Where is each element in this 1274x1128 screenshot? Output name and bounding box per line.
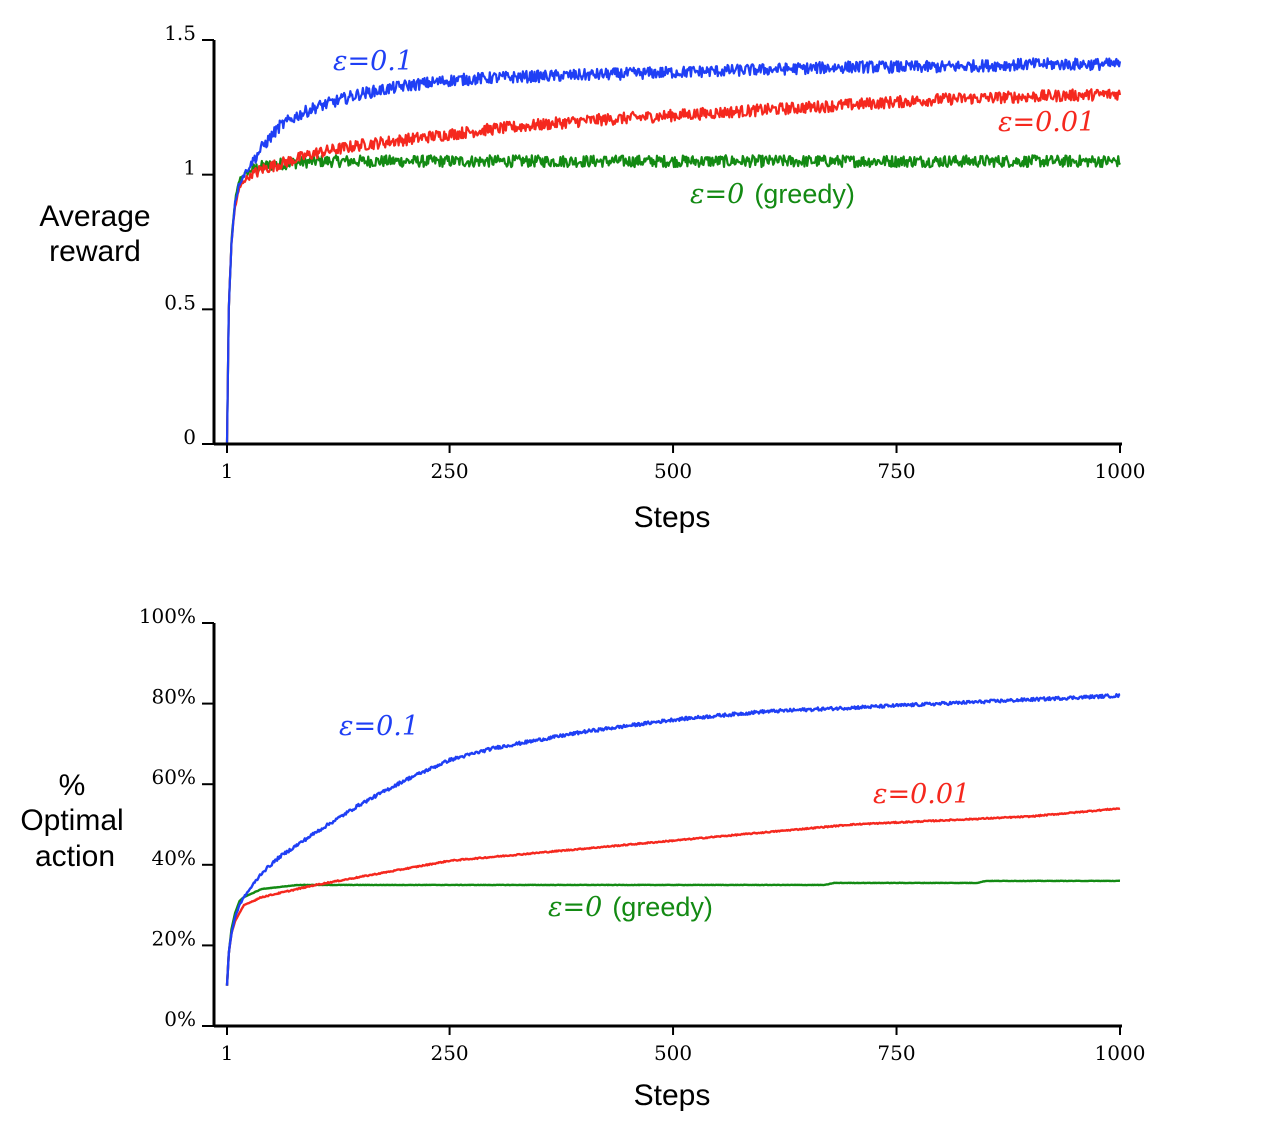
- optimal-label-greedy-value: =0: [563, 892, 603, 923]
- reward-x-tick-label-0: 1: [221, 459, 234, 483]
- reward-y-tick-label-3: 1.5: [164, 21, 196, 45]
- optimal-x-axis-title: Steps: [634, 1079, 711, 1112]
- reward-y-axis-title-line-2: reward: [49, 235, 141, 268]
- optimal-label-eps-0.01: ε=0.01: [873, 779, 970, 810]
- reward-series-line-1: [225, 88, 1122, 445]
- optimal-label-greedy: ε=0 (greedy): [548, 892, 713, 923]
- optimal-series-line-0: [225, 693, 1121, 986]
- optimal-y-tick-label-5: 100%: [139, 604, 196, 628]
- optimal-ticks-group: 1 250 500 750 1000 0% 20% 40% 60% 80% 100%: [139, 604, 1146, 1065]
- reward-label-eps-0.1-symbol: ε: [333, 46, 348, 77]
- optimal-label-greedy-word: (greedy): [612, 892, 713, 922]
- reward-y-tick-label-1: 0.5: [164, 290, 196, 314]
- optimal-y-tick-label-4: 80%: [152, 685, 196, 709]
- reward-y-tick-label-2: 1: [183, 156, 196, 180]
- reward-ticks-group: 1 250 500 750 1000 0 0.5 1 1.5: [164, 21, 1145, 483]
- optimal-label-eps-0.1-symbol: ε: [339, 711, 354, 742]
- optimal-label-eps-0.1-value: =0.1: [354, 711, 420, 742]
- reward-label-eps-0.1: ε=0.1: [333, 46, 413, 77]
- reward-y-tick-label-0: 0: [183, 425, 196, 449]
- reward-x-axis-title: Steps: [634, 501, 711, 534]
- optimal-series-group: [225, 693, 1121, 986]
- reward-label-eps-0.01-symbol: ε: [998, 107, 1013, 138]
- average-reward-chart: 1 250 500 750 1000 0 0.5 1 1.5 Steps Average rew…: [39, 21, 1145, 534]
- reward-series-line-2: [225, 154, 1121, 445]
- reward-label-greedy: ε=0 (greedy): [690, 179, 855, 210]
- reward-y-axis-title-line-1: Average: [39, 200, 150, 233]
- optimal-y-tick-label-2: 40%: [152, 846, 196, 870]
- reward-x-tick-label-2: 500: [654, 459, 692, 483]
- optimal-y-axis-title-line-2: Optimal: [20, 804, 123, 837]
- reward-label-greedy-word: (greedy): [754, 179, 855, 209]
- reward-label-greedy-symbol: ε: [690, 179, 705, 210]
- reward-series-line-0: [225, 57, 1122, 445]
- optimal-label-eps-0.01-symbol: ε: [873, 779, 888, 810]
- optimal-x-tick-label-1: 250: [430, 1041, 468, 1065]
- optimal-x-tick-label-0: 1: [221, 1041, 234, 1065]
- optimal-y-axis-title-line-3: action: [35, 840, 115, 873]
- optimal-y-tick-label-3: 60%: [152, 765, 196, 789]
- reward-label-eps-0.1-value: =0.1: [348, 46, 414, 77]
- reward-x-tick-label-3: 750: [877, 459, 915, 483]
- reward-series-group: [225, 57, 1122, 445]
- optimal-label-eps-0.01-value: =0.01: [888, 779, 971, 810]
- optimal-label-eps-0.1: ε=0.1: [339, 711, 419, 742]
- reward-x-tick-label-1: 250: [430, 459, 468, 483]
- optimal-x-tick-label-3: 750: [877, 1041, 915, 1065]
- optimal-series-line-1: [225, 807, 1121, 986]
- optimal-action-chart: 1 250 500 750 1000 0% 20% 40% 60% 80% 100% Steps %…: [20, 604, 1145, 1112]
- optimal-series-line-2: [225, 879, 1121, 986]
- reward-x-tick-label-4: 1000: [1095, 459, 1146, 483]
- optimal-y-tick-label-0: 0%: [164, 1007, 196, 1031]
- optimal-label-greedy-symbol: ε: [548, 892, 563, 923]
- optimal-y-axis-title-line-1: %: [59, 769, 86, 802]
- optimal-x-tick-label-2: 500: [654, 1041, 692, 1065]
- reward-label-greedy-value: =0: [705, 179, 745, 210]
- reward-label-eps-0.01: ε=0.01: [998, 107, 1095, 138]
- reward-label-eps-0.01-value: =0.01: [1013, 107, 1096, 138]
- optimal-y-tick-label-1: 20%: [152, 926, 196, 950]
- optimal-x-tick-label-4: 1000: [1095, 1041, 1146, 1065]
